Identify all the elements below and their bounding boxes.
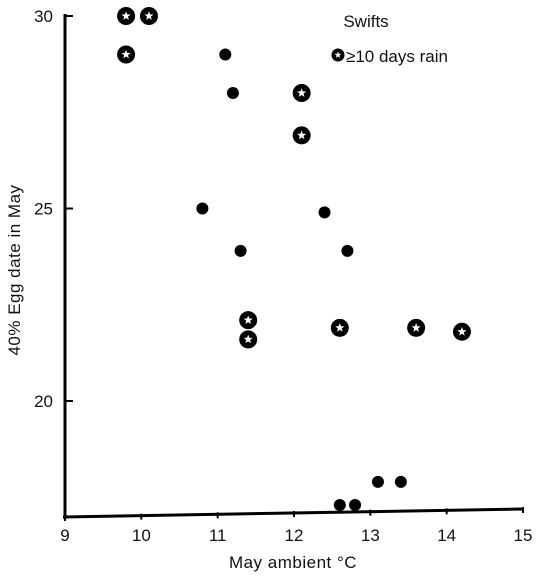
star-icon <box>411 323 421 332</box>
x-tick-label: 9 <box>60 526 69 545</box>
x-tick-label: 13 <box>361 526 380 545</box>
y-tick-label: 20 <box>34 392 53 411</box>
star-icon <box>297 88 307 97</box>
data-point-rain <box>139 7 158 25</box>
x-tick-label: 11 <box>209 526 227 545</box>
data-point-rain <box>117 7 136 25</box>
x-axis-title: May ambient °C <box>229 553 357 572</box>
x-tick-label: 10 <box>132 526 151 545</box>
legend-marker-ring-with-star <box>331 48 345 62</box>
star-icon <box>121 49 131 59</box>
star-icon <box>144 11 154 20</box>
data-point-filled <box>394 475 407 488</box>
star-icon <box>243 315 253 325</box>
data-point-filled <box>333 498 346 511</box>
star-icon <box>121 11 131 20</box>
data-point-filled <box>226 87 239 99</box>
data-point-rain <box>239 330 258 349</box>
star-icon <box>334 51 342 58</box>
star-icon <box>335 323 345 332</box>
data-point-rain <box>407 318 426 337</box>
data-point-rain <box>292 84 311 102</box>
data-point-rain <box>117 45 136 64</box>
x-tick-label: 12 <box>285 526 304 545</box>
star-icon <box>243 334 253 344</box>
data-point-filled <box>196 202 209 215</box>
data-point-filled <box>371 475 384 488</box>
y-tick-label: 25 <box>34 200 53 219</box>
data-point-rain <box>330 318 349 337</box>
x-tick-label: 14 <box>437 526 456 545</box>
data-points <box>117 7 471 511</box>
data-point-rain <box>292 126 311 145</box>
y-tick-label: 30 <box>34 7 53 26</box>
legend: Swifts ≥10 days rain <box>331 12 448 66</box>
legend-label: ≥10 days rain <box>346 47 448 66</box>
star-icon <box>297 130 307 140</box>
data-point-filled <box>349 498 362 511</box>
legend-marker-symbol <box>331 48 345 62</box>
data-point-rain <box>452 322 471 341</box>
data-point-rain <box>239 311 258 330</box>
star-icon <box>457 326 467 336</box>
data-point-filled <box>219 48 232 61</box>
data-point-filled <box>318 206 331 219</box>
y-axis-title: 40% Egg date in May <box>5 184 24 355</box>
x-tick-label: 15 <box>514 526 533 545</box>
ticks: 9 10 11 12 13 14 15 20 25 30 <box>34 7 532 545</box>
data-point-filled <box>341 244 354 257</box>
data-point-filled <box>234 244 247 257</box>
legend-title: Swifts <box>343 12 388 31</box>
